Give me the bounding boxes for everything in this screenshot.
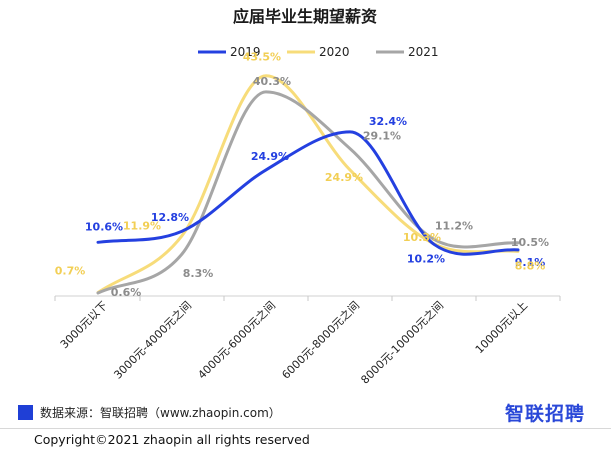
data-label-2019: 9.1% [515, 256, 546, 269]
data-label-2019: 10.6% [85, 220, 123, 233]
data-label-2021: 40.3% [253, 75, 291, 88]
series-line-2019 [96, 130, 520, 256]
copyright-text: Copyright©2021 zhaopin all rights reserv… [34, 432, 310, 447]
legend-label-2021: 2021 [408, 45, 439, 59]
data-label-2020: 11.9% [123, 220, 161, 233]
chart: 应届毕业生期望薪资 2019 2020 2021 3000元以下 3000元-4000… [54, 7, 561, 387]
x-tick-label: 8000元-10000元之间 [358, 298, 446, 386]
data-label-2020: 8.8% [515, 259, 546, 272]
footer-divider [0, 428, 611, 429]
zhaopin-logo: 智联招聘 [505, 403, 586, 425]
data-labels: 10.6% 12.8% 24.9% 32.4% 10.2% 9.1% 0.7% 11.9% 43… [55, 51, 549, 299]
data-label-2021: 0.6% [111, 286, 142, 299]
data-label-2020: 43.5% [243, 51, 281, 64]
x-axis-ticks: 3000元以下 3000元-4000元之间 4000元-6000元之间 6000元-8… [54, 296, 561, 387]
data-label-2020: 0.7% [55, 264, 86, 277]
x-tick-label: 10000元以上 [473, 299, 530, 356]
series-line-2021 [96, 90, 520, 295]
series-lines [96, 74, 520, 295]
legend-label-2020: 2020 [319, 45, 350, 59]
data-label-2021: 11.2% [435, 219, 473, 232]
x-tick-label: 4000元-6000元之间 [195, 298, 278, 381]
data-label-2021: 8.3% [183, 267, 214, 280]
data-label-2019: 10.2% [407, 252, 445, 265]
x-tick-label: 3000元-4000元之间 [111, 298, 194, 381]
x-tick-label: 6000元-8000元之间 [279, 298, 362, 381]
chart-title: 应届毕业生期望薪资 [233, 7, 377, 26]
data-label-2019: 12.8% [151, 211, 189, 224]
data-label-2019: 24.9% [251, 150, 289, 163]
x-tick-label: 3000元以下 [58, 299, 110, 351]
legend: 2019 2020 2021 [198, 45, 439, 59]
data-label-2021: 29.1% [363, 130, 401, 143]
data-label-2019: 32.4% [369, 115, 407, 128]
source-marker [18, 405, 33, 420]
legend-label-2019: 2019 [230, 45, 261, 59]
source-text: 数据来源：智联招聘（www.zhaopin.com） [40, 406, 281, 420]
series-line-2020 [96, 74, 520, 294]
data-label-2021: 10.5% [511, 236, 549, 249]
data-label-2020: 10.3% [403, 231, 441, 244]
data-label-2020: 24.9% [325, 171, 363, 184]
